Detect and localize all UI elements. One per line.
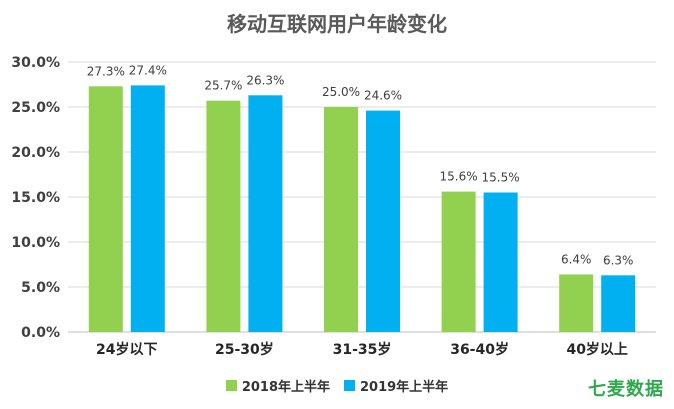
bar-series-2 (366, 110, 400, 332)
bar-series-1 (559, 274, 594, 332)
data-label: 27.3% (87, 64, 125, 78)
data-label: 25.7% (204, 79, 242, 93)
data-label: 25.0% (322, 85, 360, 99)
x-tick-label: 31-35岁 (333, 341, 392, 358)
bar-series-1 (324, 107, 358, 332)
legend-label-series-1: 2018年上半年 (241, 380, 330, 395)
y-tick-label: 15.0% (11, 190, 60, 206)
legend: 2018年上半年 2019年上半年 (0, 376, 674, 395)
bar-series-2 (130, 85, 165, 333)
y-tick-label: 30.0% (11, 55, 60, 71)
bar-series-2 (601, 275, 636, 332)
bar-series-1 (206, 100, 241, 332)
data-label: 24.6% (364, 89, 402, 103)
x-tick-label: 40岁以上 (566, 341, 627, 358)
bar-series-1 (88, 86, 123, 332)
data-label: 26.3% (246, 73, 284, 87)
y-tick-label: 20.0% (11, 145, 60, 161)
legend-item-series-1: 2018年上半年 (225, 376, 330, 395)
data-label: 27.4% (129, 63, 167, 77)
y-tick-label: 0.0% (21, 325, 60, 341)
y-tick-label: 10.0% (11, 235, 60, 251)
watermark-logo: 七麦数据 (588, 379, 664, 400)
bar-series-2 (483, 192, 518, 332)
data-label: 6.3% (603, 253, 634, 267)
legend-swatch-series-1 (225, 380, 237, 391)
chart-title: 移动互联网用户年龄变化 (227, 12, 447, 36)
y-tick-label: 5.0% (21, 280, 60, 296)
data-label: 15.5% (482, 171, 520, 185)
bar-chart: 0.0% 5.0% 10.0% 15.0% 20.0% 25.0% 30.0% 27.3% 27… (11, 55, 656, 358)
data-label: 15.6% (440, 170, 478, 184)
data-label: 6.4% (561, 252, 592, 266)
y-tick-label: 25.0% (11, 100, 60, 116)
legend-item-series-2: 2019年上半年 (344, 376, 448, 395)
legend-swatch-series-2 (344, 380, 355, 391)
x-tick-label: 36-40岁 (450, 341, 509, 358)
x-tick-label: 25-30岁 (215, 341, 274, 358)
bar-series-1 (441, 191, 476, 332)
legend-label-series-2: 2019年上半年 (360, 380, 449, 395)
x-tick-label: 24岁以下 (96, 341, 157, 358)
bar-series-2 (248, 95, 283, 332)
